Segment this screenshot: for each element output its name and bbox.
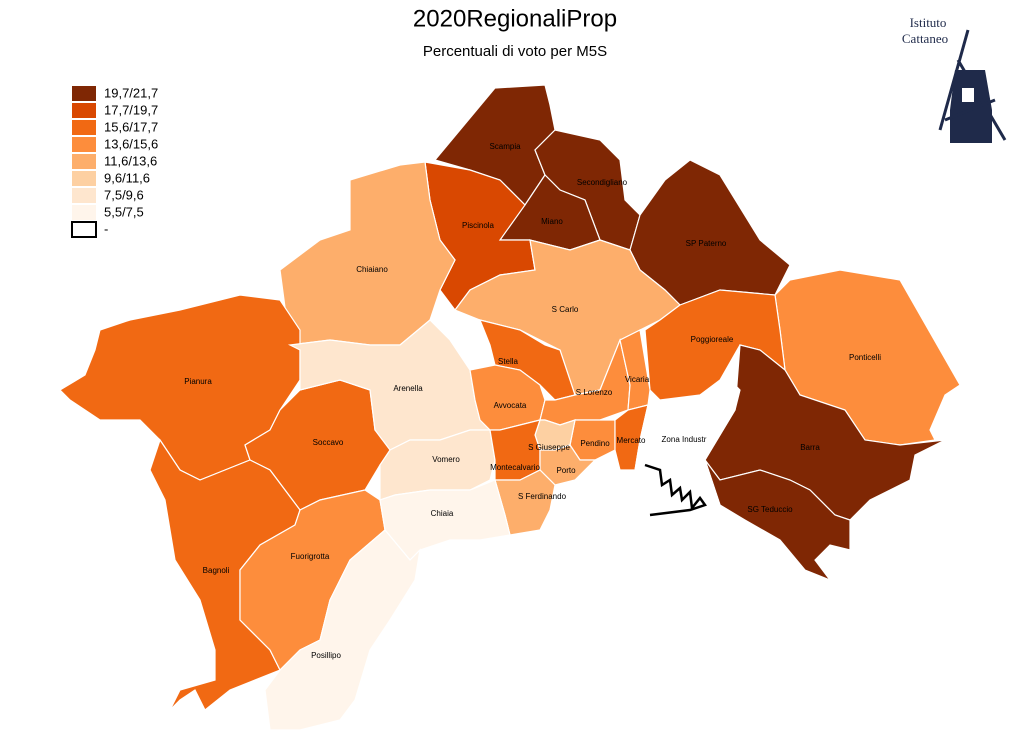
district-label: Vomero: [432, 455, 460, 464]
district-label: SP Paterno: [686, 239, 727, 248]
district-label: Chiaiano: [356, 265, 388, 274]
districts: [59, 84, 961, 731]
district-label: S Ferdinando: [518, 492, 567, 501]
legend: 19,7/21,7 17,7/19,7 15,6/17,7 13,6/15,6 11,6…: [71, 85, 158, 238]
district-labels: Scampia Secondigliano Miano Piscinola SP…: [184, 142, 881, 660]
legend-swatch: [72, 171, 96, 186]
district-label: Chiaia: [431, 509, 454, 518]
district-label: Miano: [541, 217, 563, 226]
legend-label: -: [104, 221, 108, 236]
legend-label: 7,5/9,6: [104, 187, 144, 202]
district-label: S Lorenzo: [576, 388, 613, 397]
logo-mill: [950, 70, 992, 143]
legend-swatch: [72, 205, 96, 220]
district-label: Avvocata: [494, 401, 527, 410]
legend-label: 13,6/15,6: [104, 136, 158, 151]
district-label: Mercato: [617, 436, 646, 445]
legend-swatch: [72, 154, 96, 169]
district-label: Barra: [800, 443, 820, 452]
district-label: Pendino: [580, 439, 610, 448]
district-label: Poggioreale: [691, 335, 734, 344]
legend-label: 9,6/11,6: [104, 170, 150, 185]
legend-swatch: [72, 86, 96, 101]
district-label: Vicaria: [625, 375, 650, 384]
legend-label: 5,5/7,5: [104, 204, 144, 219]
district: [644, 289, 786, 401]
legend-swatch: [72, 103, 96, 118]
district-label: Soccavo: [313, 438, 344, 447]
district-label: Scampia: [489, 142, 521, 151]
legend-swatch: [72, 120, 96, 135]
district-label: Fuorigrotta: [291, 552, 330, 561]
legend-swatch: [71, 221, 97, 238]
district-label: Secondigliano: [577, 178, 628, 187]
district: [279, 161, 456, 346]
subtitle: Percentuali di voto per M5S: [423, 43, 607, 60]
legend-label: 11,6/13,6: [104, 153, 157, 168]
legend-label: 19,7/21,7: [104, 85, 158, 100]
legend-label: 15,6/17,7: [104, 119, 158, 134]
district: [704, 459, 851, 582]
legend-label: 17,7/19,7: [104, 102, 158, 117]
logo: Istituto Cattaneo: [902, 15, 1007, 143]
district-label: S Carlo: [552, 305, 579, 314]
title: 2020RegionaliProp: [413, 5, 617, 32]
district-label: SG Teduccio: [747, 505, 793, 514]
logo-sails: [938, 29, 1007, 141]
district: [264, 529, 421, 731]
logo-text: Istituto: [910, 15, 947, 30]
district-label: Montecalvario: [490, 463, 540, 472]
district-label: Posillipo: [311, 651, 341, 660]
logo-window: [962, 88, 974, 102]
district-label: Bagnoli: [203, 566, 230, 575]
district-label: Stella: [498, 357, 519, 366]
district-label: Piscinola: [462, 221, 495, 230]
district-label: S Giuseppe: [528, 443, 570, 452]
district-label: Pianura: [184, 377, 212, 386]
district-label: Ponticelli: [849, 353, 881, 362]
port-coastline: [644, 463, 708, 517]
district-label: Porto: [556, 466, 576, 475]
district-label: Zona Industr: [662, 435, 707, 444]
legend-swatch: [72, 188, 96, 203]
legend-swatch: [72, 137, 96, 152]
logo-text: Cattaneo: [902, 31, 948, 46]
district-label: Arenella: [393, 384, 423, 393]
